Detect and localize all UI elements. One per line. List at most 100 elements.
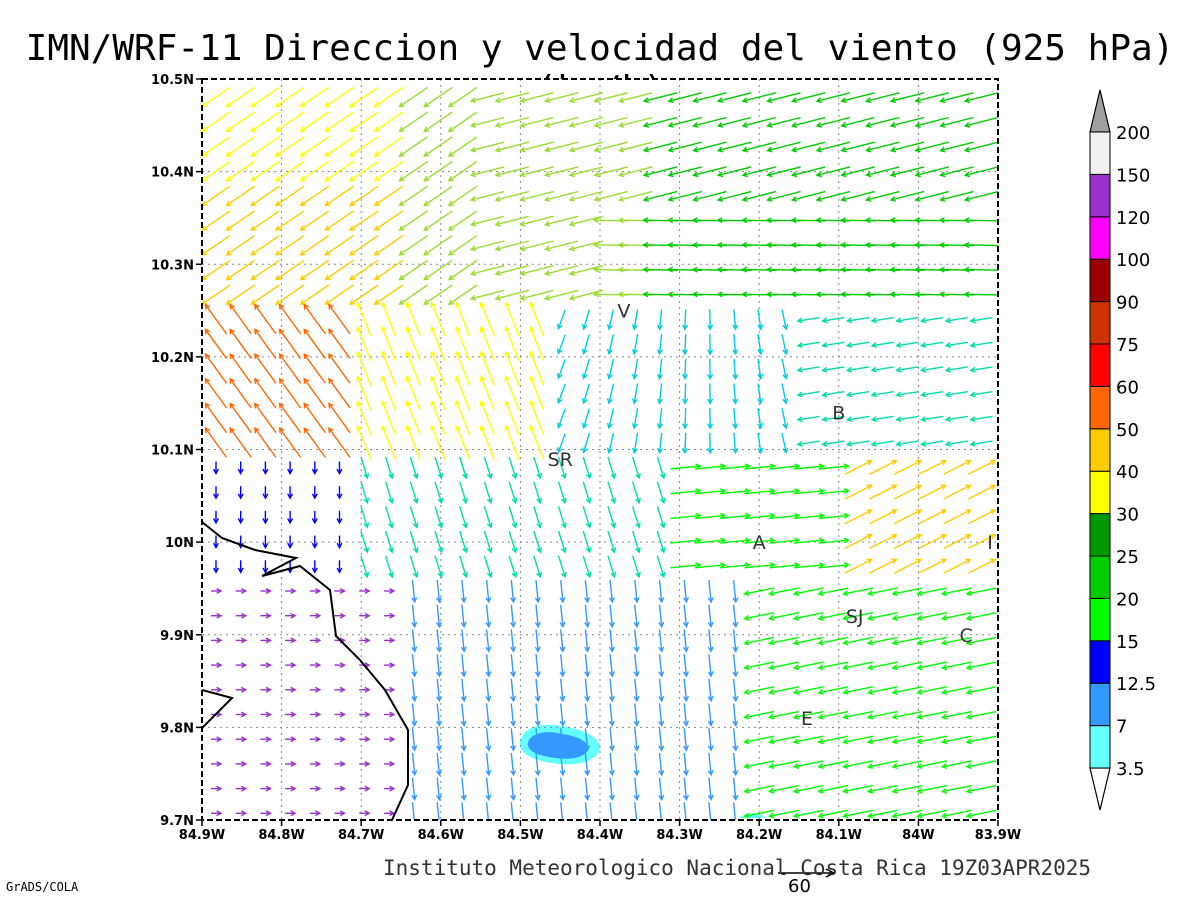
wind-vector xyxy=(918,509,947,525)
wind-vector xyxy=(969,440,993,447)
wind-vector xyxy=(790,116,826,128)
wind-vector xyxy=(398,185,429,207)
wind-vector xyxy=(519,166,554,178)
wind-vector xyxy=(336,535,343,550)
wind-vector xyxy=(940,760,972,770)
x-tick-label: 84.7W xyxy=(338,828,384,843)
wind-vector xyxy=(278,303,302,335)
wind-vector xyxy=(383,587,396,595)
wind-vector xyxy=(274,86,305,108)
wind-vector xyxy=(411,752,418,777)
wind-vector xyxy=(348,111,379,133)
wind-vector xyxy=(533,456,543,480)
x-tick-label: 84.1W xyxy=(816,828,862,843)
wind-vector xyxy=(682,629,689,653)
wind-vector xyxy=(411,629,418,653)
wind-vector xyxy=(436,802,442,820)
wind-vector xyxy=(211,736,223,743)
wind-vector xyxy=(790,141,826,153)
wind-vector xyxy=(274,210,305,231)
software-credit: GrADS/COLA xyxy=(6,880,79,894)
wind-vector xyxy=(692,92,727,104)
colorbar-label: 60 xyxy=(1116,377,1139,398)
wind-vector xyxy=(670,537,702,544)
wind-vector xyxy=(311,535,318,550)
wind-vector xyxy=(692,141,727,153)
wind-vector xyxy=(757,432,764,455)
wind-vector xyxy=(796,390,820,398)
wind-vector xyxy=(309,612,322,619)
wind-vector xyxy=(504,424,520,460)
wind-vector xyxy=(260,736,272,743)
wind-vector xyxy=(918,533,947,550)
wind-vector xyxy=(670,463,702,470)
wind-vector xyxy=(744,488,776,495)
wind-vector xyxy=(796,316,820,324)
wind-vector xyxy=(373,136,404,157)
wind-vector xyxy=(844,533,873,550)
wind-vector xyxy=(682,309,689,331)
wind-vector xyxy=(584,703,591,727)
wind-vector xyxy=(260,686,272,693)
x-tick-label: 83.9W xyxy=(975,828,1021,843)
wind-vector xyxy=(235,760,248,767)
wind-vector xyxy=(845,415,870,423)
wind-vector xyxy=(285,810,297,817)
wind-vector xyxy=(455,325,471,361)
wind-vector xyxy=(766,141,801,153)
wind-vector xyxy=(299,235,330,256)
wind-vector xyxy=(430,325,446,361)
wind-vector xyxy=(250,284,280,306)
wind-vector xyxy=(963,241,998,248)
wind-vector xyxy=(943,484,972,500)
wind-vector xyxy=(817,587,849,597)
wind-vector xyxy=(262,486,269,500)
wind-vector xyxy=(893,558,923,574)
wind-vector xyxy=(608,654,615,678)
wind-vector xyxy=(916,661,948,671)
wind-vector xyxy=(383,612,396,619)
wind-vector xyxy=(642,92,678,104)
wind-vector xyxy=(840,141,875,153)
wind-vector xyxy=(519,92,554,104)
wind-vector xyxy=(866,784,898,794)
wind-vector xyxy=(253,328,277,359)
wind-vector xyxy=(707,432,714,455)
wind-vector xyxy=(373,185,404,207)
wind-vector xyxy=(916,784,948,794)
wind-vector xyxy=(817,661,849,671)
colorbar-swatch xyxy=(1089,725,1111,769)
wind-vector xyxy=(274,235,305,256)
wind-vector xyxy=(889,141,925,153)
wind-vector xyxy=(534,629,541,653)
colorbar-swatch xyxy=(1089,173,1111,218)
wind-vector xyxy=(405,325,421,361)
coastline-nicoya xyxy=(202,689,234,729)
wind-vector xyxy=(963,291,998,298)
wind-vector xyxy=(225,185,256,207)
wind-vector xyxy=(360,456,370,480)
wind-vector xyxy=(743,686,775,695)
wind-vector xyxy=(460,728,467,752)
x-tick-label: 84.3W xyxy=(656,828,702,843)
wind-vector xyxy=(891,809,923,819)
wind-vector xyxy=(821,341,845,349)
city-label: C xyxy=(960,625,973,647)
wind-vector xyxy=(543,289,579,301)
wind-vector xyxy=(939,116,974,128)
wind-vector xyxy=(534,752,541,777)
wind-vector xyxy=(608,703,615,727)
wind-vector xyxy=(324,185,354,207)
wind-vector xyxy=(593,166,628,178)
wind-vector xyxy=(695,537,727,544)
colorbar-label: 90 xyxy=(1116,293,1139,314)
wind-vector xyxy=(631,309,639,331)
wind-vector xyxy=(842,686,874,695)
wind-vector xyxy=(510,629,517,653)
wind-vector xyxy=(919,316,944,324)
wind-vector xyxy=(235,587,248,595)
wind-vector xyxy=(485,777,492,801)
wind-vector xyxy=(891,661,923,671)
y-tick-label: 10.5N xyxy=(151,73,194,88)
wind-vector xyxy=(766,116,801,128)
